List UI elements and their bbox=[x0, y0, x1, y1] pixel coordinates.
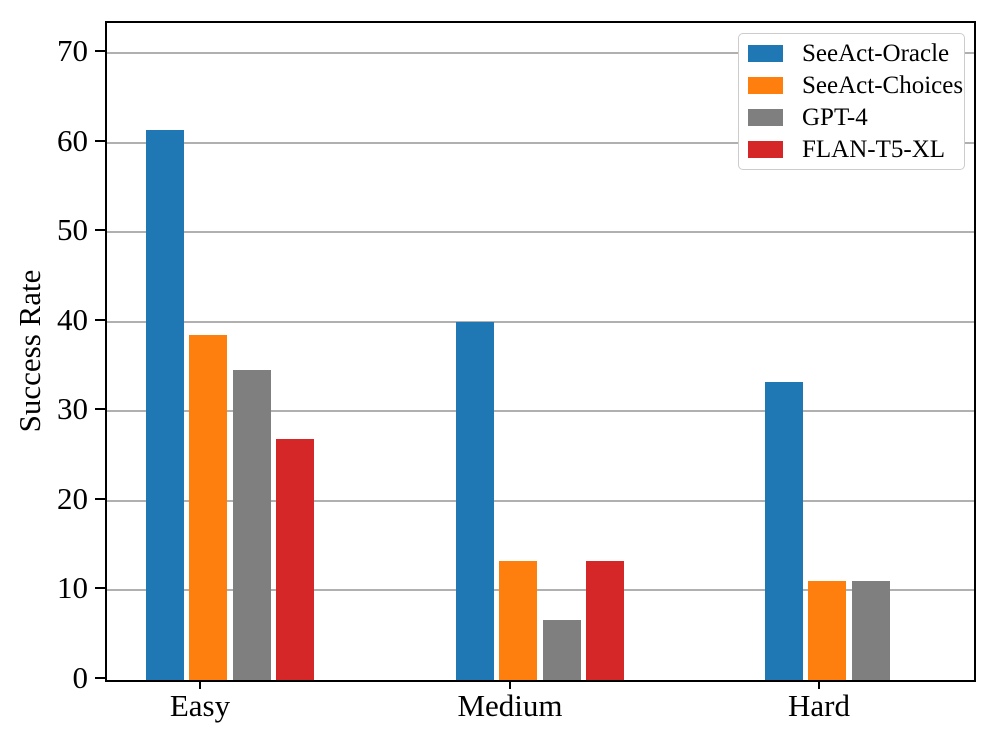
y-tick-label: 60 bbox=[57, 122, 88, 158]
legend-entry: SeeAct-Oracle bbox=[748, 38, 955, 70]
legend-label: SeeAct-Oracle bbox=[802, 40, 950, 68]
legend-label: SeeAct-Choices bbox=[802, 72, 964, 100]
x-tick-mark bbox=[199, 680, 201, 689]
legend-swatch-flan-t5-xl bbox=[748, 140, 783, 158]
gridline-y-20 bbox=[107, 499, 974, 502]
bar-gpt-4-medium bbox=[543, 620, 581, 680]
gridline-y-60 bbox=[107, 141, 974, 144]
legend-entry: FLAN-T5-XL bbox=[748, 133, 955, 165]
y-tick-label: 10 bbox=[57, 570, 88, 606]
y-tick-mark bbox=[95, 408, 105, 411]
legend-swatch-gpt-4 bbox=[748, 108, 783, 126]
y-tick-mark bbox=[95, 229, 105, 232]
y-tick-label: 20 bbox=[57, 480, 88, 516]
y-tick-mark bbox=[95, 587, 105, 590]
gridline-y-40 bbox=[107, 320, 974, 323]
legend-swatch-seeact-oracle bbox=[748, 45, 783, 63]
bar-seeact-choices-hard bbox=[808, 580, 846, 680]
bar-seeact-oracle-easy bbox=[146, 129, 184, 680]
gridline-y-10 bbox=[107, 589, 974, 592]
bar-gpt-4-hard bbox=[852, 580, 890, 680]
y-tick-label: 70 bbox=[57, 33, 88, 69]
x-tick-label-easy: Easy bbox=[169, 688, 231, 723]
bar-flan-t5-xl-medium bbox=[586, 560, 624, 680]
bar-seeact-choices-medium bbox=[499, 560, 537, 680]
x-tick-mark bbox=[818, 680, 820, 689]
gridlines-layer bbox=[107, 23, 974, 680]
gridline-y-30 bbox=[107, 410, 974, 413]
y-tick-mark bbox=[95, 318, 105, 321]
bar-seeact-choices-easy bbox=[189, 335, 227, 680]
bar-seeact-oracle-medium bbox=[456, 321, 494, 680]
gridline-y-50 bbox=[107, 231, 974, 234]
y-tick-label: 40 bbox=[57, 301, 88, 337]
legend-entry: SeeAct-Choices bbox=[748, 70, 963, 102]
legend-entry: GPT-4 bbox=[748, 102, 955, 134]
bar-gpt-4-easy bbox=[233, 370, 271, 680]
bars-layer bbox=[107, 23, 974, 680]
gridline-y-70 bbox=[107, 52, 974, 55]
x-tick-label-medium: Medium bbox=[457, 688, 563, 723]
y-tick-label: 0 bbox=[72, 660, 89, 695]
y-tick-mark bbox=[95, 497, 105, 500]
bar-seeact-oracle-hard bbox=[765, 381, 803, 680]
y-tick-label: 50 bbox=[57, 212, 88, 248]
legend: SeeAct-Oracle SeeAct-Choices GPT-4 FLAN-T5-… bbox=[738, 33, 965, 171]
bar-flan-t5-xl-easy bbox=[276, 439, 314, 680]
legend-swatch-seeact-choices bbox=[748, 77, 783, 95]
legend-label: FLAN-T5-XL bbox=[802, 135, 946, 163]
x-tick-label-hard: Hard bbox=[788, 688, 850, 723]
y-tick-mark bbox=[95, 677, 105, 679]
legend-label: GPT-4 bbox=[802, 103, 868, 131]
y-tick-label: 30 bbox=[57, 391, 88, 427]
y-tick-mark bbox=[95, 50, 105, 53]
x-tick-mark bbox=[509, 680, 511, 689]
y-tick-mark bbox=[95, 139, 105, 142]
